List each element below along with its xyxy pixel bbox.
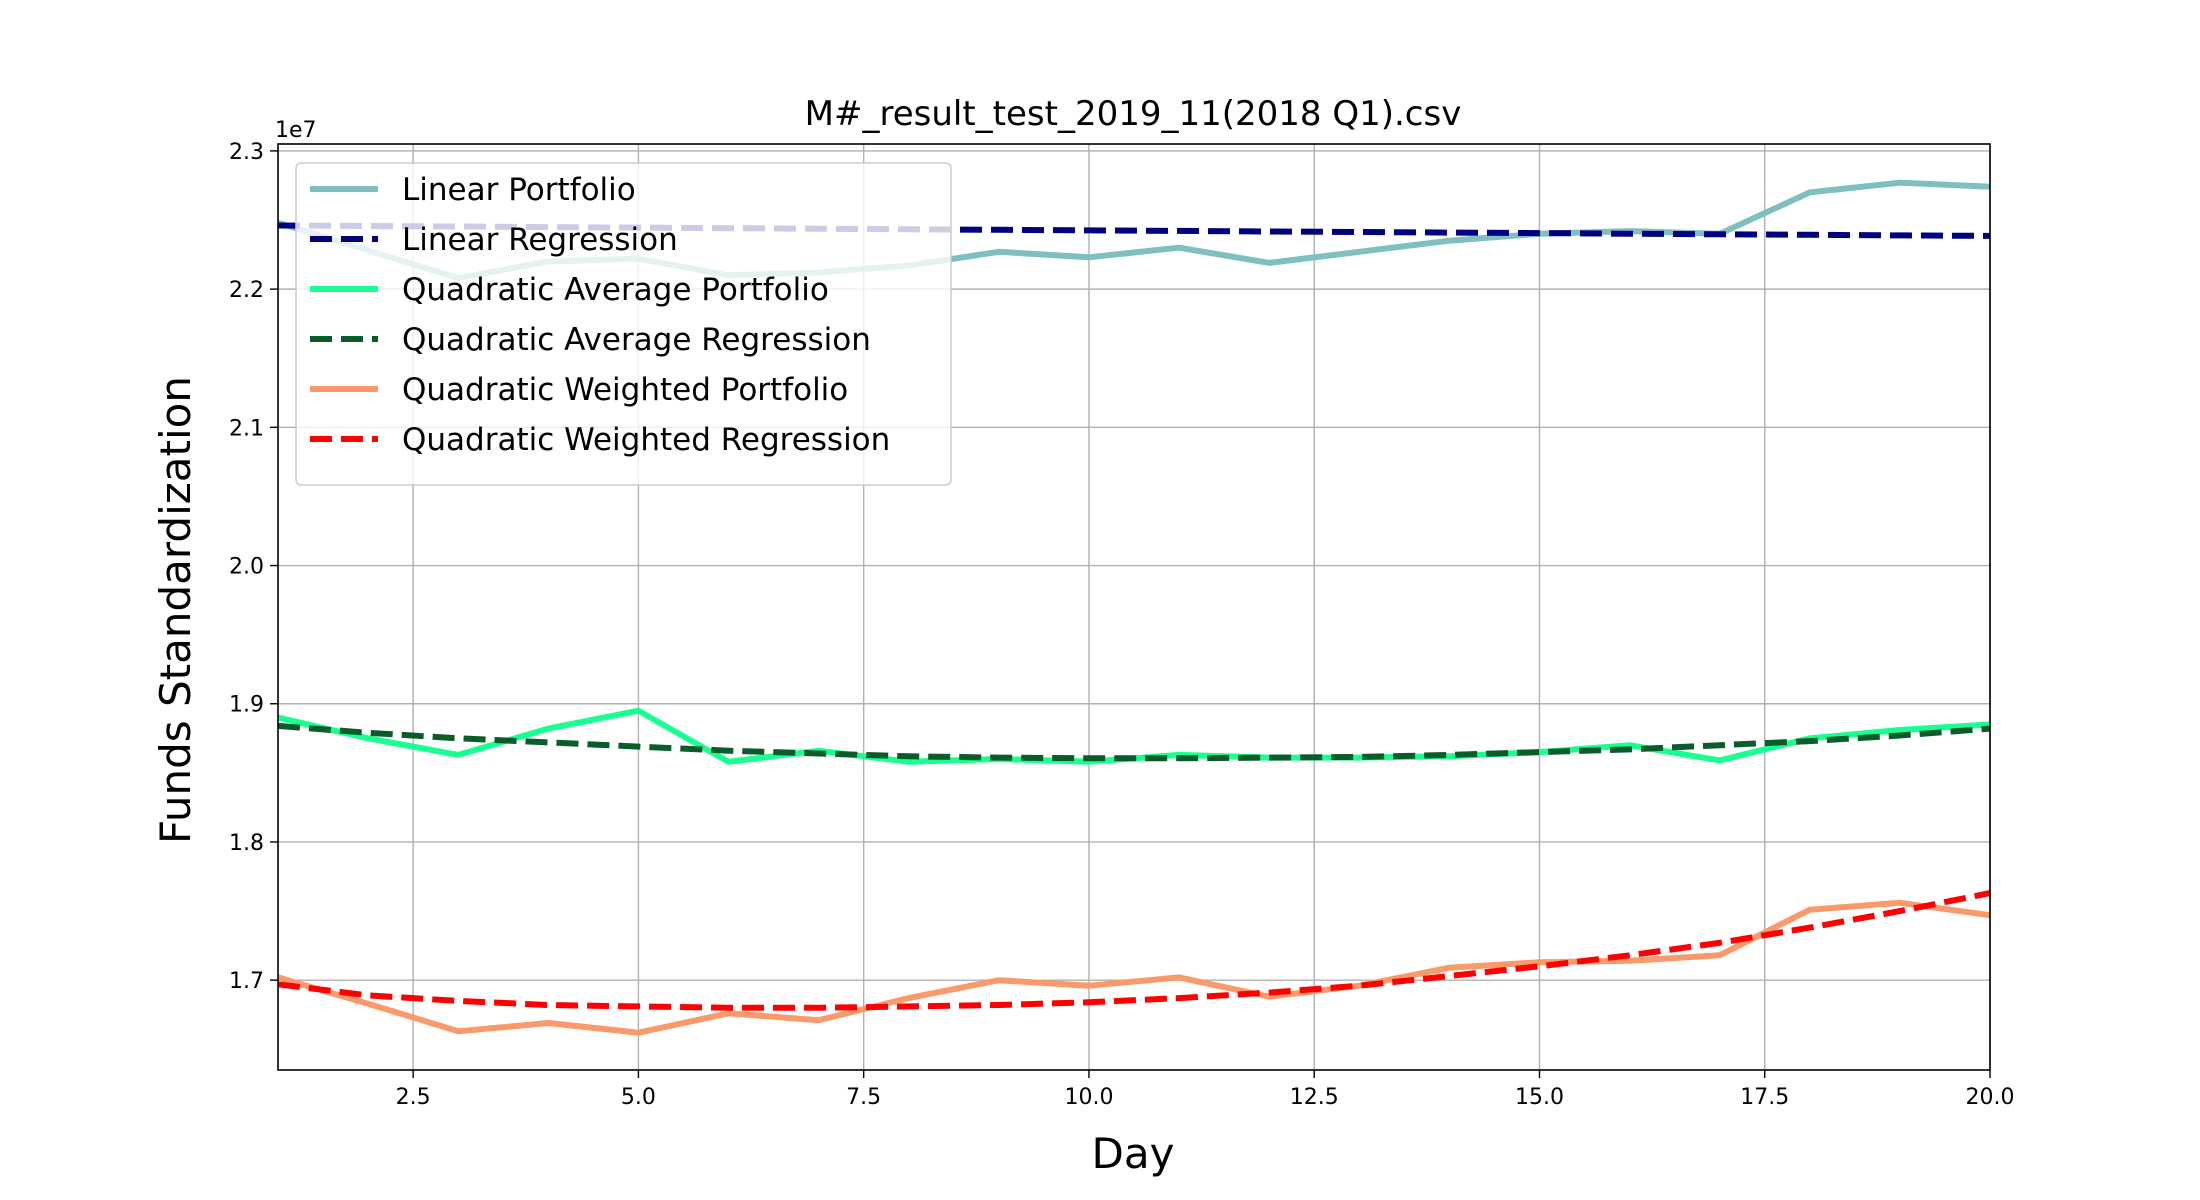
legend-label: Quadratic Average Portfolio [402, 272, 829, 308]
x-tick-label: 20.0 [1966, 1085, 2015, 1110]
y-tick-label: 2.3 [229, 140, 264, 165]
legend-label: Quadratic Average Regression [402, 322, 871, 358]
x-tick-label: 2.5 [396, 1085, 431, 1110]
legend: Linear Portfolio Linear Regression Quadrat… [295, 162, 952, 486]
x-tick-label: 10.0 [1064, 1085, 1113, 1110]
series-line-quadratic-average-regression [277, 722, 1991, 762]
series-line-quadratic-weighted-regression [277, 890, 1991, 1011]
x-tick-label: 17.5 [1740, 1085, 1789, 1110]
legend-label: Linear Portfolio [402, 172, 636, 208]
y-offset-label: 1e7 [275, 118, 317, 143]
y-tick-label: 2.2 [229, 278, 264, 303]
y-tick-label: 2.0 [229, 555, 264, 580]
y-axis-label: Funds Standardization [151, 376, 200, 844]
legend-label: Linear Regression [402, 222, 678, 258]
ticks-layer: 2.5 5.0 7.5 10.0 12.5 15.0 17.5 20.0 1.7 1.8 1.9 2.… [229, 140, 2014, 1110]
plot-frame [277, 143, 1991, 1071]
series-line-quadratic-weighted-portfolio [277, 899, 1991, 1036]
chart-title: M#_result_test_2019_11(2018 Q1).csv [805, 94, 1462, 134]
x-tick-label: 15.0 [1515, 1085, 1564, 1110]
y-tick-label: 2.1 [229, 416, 264, 441]
y-tick-label: 1.9 [229, 693, 264, 718]
legend-box [295, 162, 952, 486]
x-tick-label: 12.5 [1290, 1085, 1339, 1110]
y-tick-label: 1.7 [229, 969, 264, 994]
x-axis-label: Day [1092, 1129, 1175, 1178]
legend-label: Quadratic Weighted Regression [402, 422, 890, 458]
y-tick-label: 1.8 [229, 831, 264, 856]
x-tick-label: 7.5 [846, 1085, 881, 1110]
legend-label: Quadratic Weighted Portfolio [402, 372, 848, 408]
x-tick-label: 5.0 [621, 1085, 656, 1110]
